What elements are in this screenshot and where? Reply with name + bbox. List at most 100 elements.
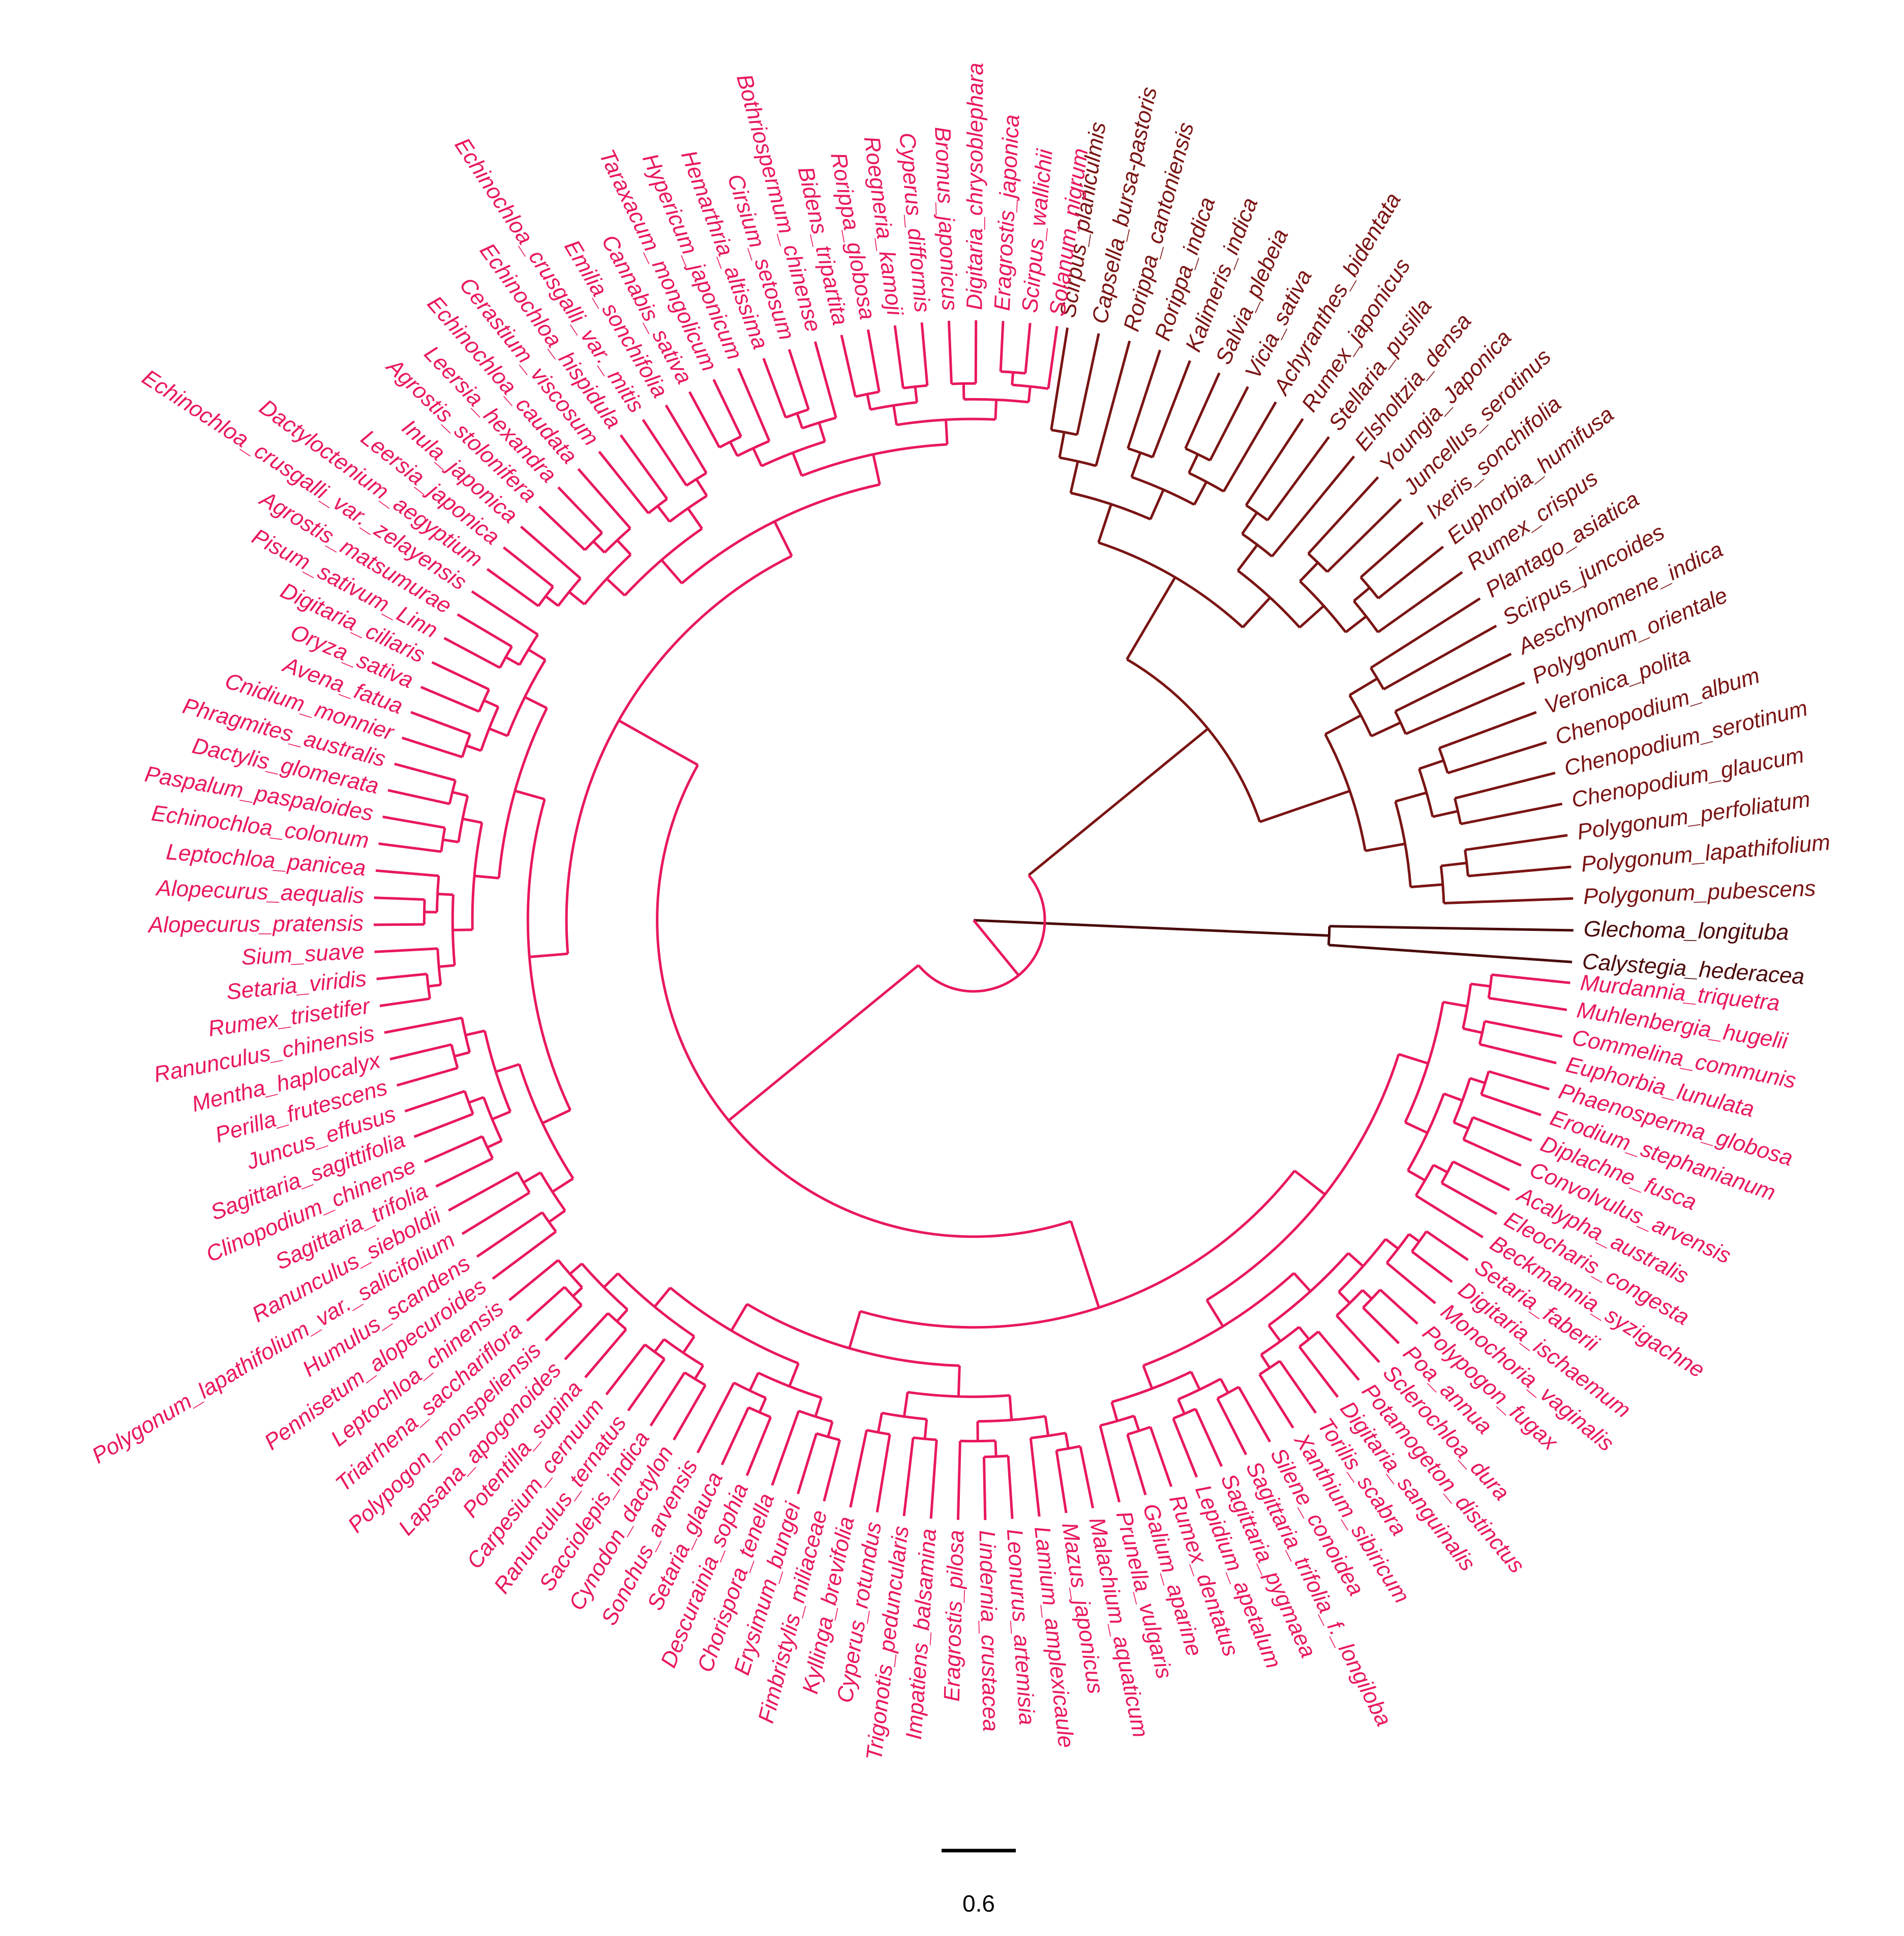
branch-arc — [537, 586, 554, 607]
branch — [1426, 1230, 1469, 1261]
branch — [1298, 1346, 1339, 1398]
branch — [1465, 834, 1568, 852]
branch-arc — [1185, 447, 1211, 462]
branch — [454, 1051, 470, 1058]
branch — [1069, 461, 1079, 494]
branch — [893, 325, 904, 388]
branch — [1027, 816, 1101, 876]
branch — [1293, 1272, 1312, 1292]
scale-bar: 0.6 — [942, 1849, 1016, 1917]
branch — [920, 322, 929, 386]
branch — [396, 1067, 458, 1087]
branch — [849, 1430, 868, 1508]
branch — [1362, 1289, 1373, 1300]
branch — [720, 1407, 750, 1466]
branch — [1079, 1446, 1095, 1508]
branch — [687, 507, 703, 530]
branch — [1011, 372, 1014, 385]
branch — [1194, 1408, 1223, 1467]
branch — [1336, 1315, 1380, 1363]
branch — [462, 818, 482, 824]
branch — [1029, 1438, 1041, 1517]
branch-arc — [497, 707, 548, 879]
branch-arc — [860, 1170, 1296, 1329]
branch — [577, 468, 631, 529]
branch — [1245, 418, 1304, 506]
branch — [682, 1336, 696, 1354]
branch — [1095, 340, 1131, 466]
branch — [866, 329, 881, 392]
branch — [1258, 1374, 1294, 1429]
branch — [605, 1344, 646, 1396]
branch — [1050, 327, 1069, 430]
branch — [1047, 326, 1059, 389]
branch — [616, 1309, 629, 1322]
branch-arc — [761, 440, 826, 467]
branch-arc — [1338, 1238, 1387, 1293]
branch-arc — [746, 1303, 960, 1367]
branch — [1470, 982, 1491, 988]
branch-arc — [557, 1259, 583, 1289]
branch — [1222, 401, 1277, 492]
branch — [1407, 1169, 1426, 1182]
branch — [545, 1304, 583, 1342]
branch — [374, 896, 425, 901]
branch — [1110, 1402, 1119, 1421]
branch — [619, 434, 669, 500]
branch-arc — [1454, 798, 1462, 825]
branch-arc — [917, 874, 1046, 993]
branch — [548, 1209, 566, 1223]
branch-arc — [1417, 768, 1434, 818]
branch — [1237, 1386, 1272, 1443]
branch — [1317, 1330, 1360, 1381]
branch — [914, 386, 918, 403]
branch — [1395, 791, 1427, 803]
branch — [404, 1090, 465, 1113]
branch — [1353, 587, 1371, 602]
tip-label: Eragrostis_japonica — [990, 114, 1024, 311]
branch — [1362, 1307, 1400, 1345]
branch-arc — [1298, 1330, 1319, 1348]
branch — [1188, 453, 1199, 474]
branch-arc — [656, 764, 1072, 1238]
branch — [1126, 1434, 1147, 1496]
branch — [428, 983, 441, 988]
branch — [606, 578, 626, 597]
branch-arc — [436, 948, 442, 985]
branch — [664, 404, 708, 474]
branch — [569, 1262, 583, 1275]
branch — [902, 1437, 915, 1517]
branch — [695, 478, 708, 497]
branch-arc — [718, 435, 742, 449]
branch — [1379, 1288, 1418, 1325]
branch — [796, 413, 804, 429]
branch-arc — [499, 646, 513, 669]
branch-arc — [669, 495, 708, 523]
branch — [1298, 604, 1325, 629]
branch — [1472, 1116, 1532, 1142]
tip-label: Lindernia_crustacea — [974, 1530, 1003, 1732]
branch — [945, 419, 949, 445]
branch — [1438, 711, 1537, 749]
branch — [495, 1063, 520, 1073]
branch — [827, 1421, 834, 1437]
branch — [431, 661, 490, 691]
branch-arc — [1100, 1414, 1135, 1427]
branch — [1441, 861, 1467, 867]
branch-arc — [647, 498, 668, 515]
branch — [973, 919, 1020, 976]
branch-arc — [450, 1044, 459, 1069]
branch-arc — [977, 1415, 1046, 1423]
branch — [410, 711, 471, 736]
branch — [1491, 973, 1570, 984]
branch — [1298, 1326, 1310, 1340]
branch-arc — [1030, 1432, 1066, 1439]
branch-arc — [1172, 1408, 1196, 1420]
branch-arc — [1462, 1116, 1474, 1140]
branch — [653, 1338, 666, 1353]
branch — [1324, 714, 1362, 736]
branch — [1377, 571, 1463, 633]
branch — [712, 379, 742, 437]
branch — [752, 447, 763, 467]
